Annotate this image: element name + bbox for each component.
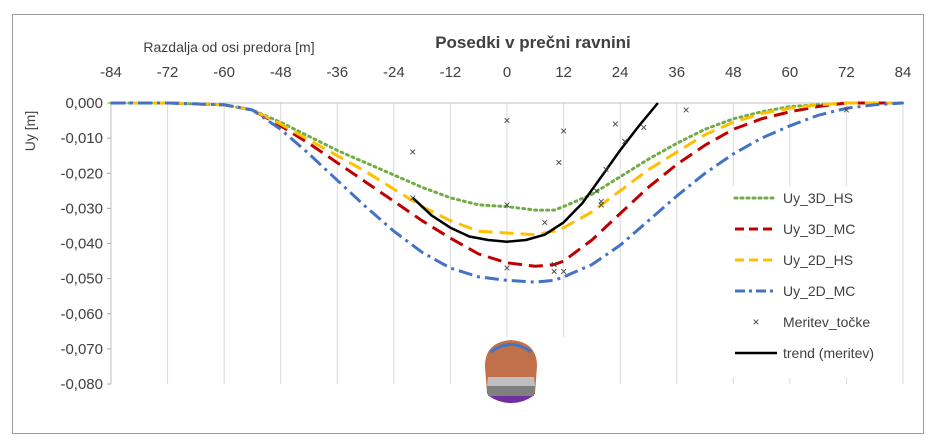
y-tick-label: 0,000 xyxy=(65,95,103,112)
y-axis-label: Uy [m] xyxy=(22,111,38,151)
x-tick-label: -24 xyxy=(383,64,405,81)
measurement-point: × xyxy=(503,198,510,212)
x-tick-label: -60 xyxy=(213,64,235,81)
measurement-point: × xyxy=(598,194,605,208)
axes: -84 -72 -60 -48 -36 -24 -12 0 12 24 36 48 60 72 84 0,00… xyxy=(60,64,911,393)
tunnel-cross-section-icon xyxy=(475,337,575,409)
measurement-point: × xyxy=(555,156,562,170)
y-tick-label: -0,010 xyxy=(60,130,103,147)
x-axis-label: Razdalja od osi predora [m] xyxy=(143,39,314,55)
x-tick-label: 48 xyxy=(725,64,742,81)
legend-marker: × xyxy=(752,315,759,329)
y-tick-label: -0,030 xyxy=(60,200,103,217)
legend-background xyxy=(727,186,897,378)
y-tick-label: -0,070 xyxy=(60,341,103,358)
measurement-point: × xyxy=(683,103,690,117)
series-line-uy-2d-hs xyxy=(111,101,903,237)
measurement-points: ××××××××××××××××××× × xyxy=(409,103,850,279)
x-tick-label: -48 xyxy=(270,64,292,81)
x-tick-label: -12 xyxy=(440,64,462,81)
x-tick-label: -84 xyxy=(100,64,122,81)
measurement-point: × xyxy=(503,261,510,275)
x-tick-label: 72 xyxy=(838,64,855,81)
measurement-point: × xyxy=(598,198,605,212)
series-line-uy-2d-mc xyxy=(111,101,904,284)
x-tick-label: 0 xyxy=(503,64,511,81)
series-group xyxy=(109,101,905,284)
series-line-uy-3d-mc xyxy=(111,101,903,268)
x-tick-label: 60 xyxy=(782,64,799,81)
x-tick-label: -36 xyxy=(326,64,348,81)
series-line-trend-meritev xyxy=(411,102,659,243)
measurement-point: × xyxy=(560,265,567,279)
measurement-point: × xyxy=(560,124,567,138)
measurement-point: × xyxy=(612,117,619,131)
series-line-uy-3d-hs xyxy=(109,101,905,212)
measurement-point: × xyxy=(409,145,416,159)
y-tick-label: -0,080 xyxy=(60,376,103,393)
legend-label: Uy_3D_MC xyxy=(783,221,855,237)
measurement-point: × xyxy=(640,121,647,135)
measurement-point: × xyxy=(541,215,548,229)
measurement-point: × xyxy=(551,258,558,272)
x-tick-label: 36 xyxy=(668,64,685,81)
legend: Uy_3D_HS Uy_3D_MC Uy_2D_HS Uy_2D_MC × Meritev… xyxy=(727,186,897,378)
measurement-point: × xyxy=(621,135,628,149)
legend-label: Meritev_točke xyxy=(783,314,870,330)
measurement-point: × xyxy=(593,184,600,198)
x-tick-label: 12 xyxy=(555,64,572,81)
x-tick-label: -72 xyxy=(157,64,179,81)
legend-label: trend (meritev) xyxy=(783,345,874,361)
x-tick-label: 84 xyxy=(895,64,912,81)
measurement-point: × xyxy=(843,103,850,117)
legend-label: Uy_3D_HS xyxy=(783,190,853,206)
chart-svg: -84 -72 -60 -48 -36 -24 -12 0 12 24 36 48 60 72 84 0,00… xyxy=(22,33,911,409)
measurement-point: × xyxy=(503,114,510,128)
legend-label: Uy_2D_HS xyxy=(783,252,853,268)
measurement-point: × xyxy=(551,265,558,279)
legend-label: Uy_2D_MC xyxy=(783,283,855,299)
measurement-point: × xyxy=(602,163,609,177)
chart-title: Posedki v prečni ravnini xyxy=(435,33,631,52)
measurement-point: × xyxy=(409,191,416,205)
y-tick-label: -0,040 xyxy=(60,236,103,253)
y-tick-label: -0,050 xyxy=(60,271,103,288)
y-tick-label: -0,060 xyxy=(60,306,103,323)
x-tick-label: 24 xyxy=(612,64,629,81)
chart-frame: -84 -72 -60 -48 -36 -24 -12 0 12 24 36 48 60 72 84 0,00… xyxy=(12,14,924,434)
y-tick-label: -0,020 xyxy=(60,165,103,182)
